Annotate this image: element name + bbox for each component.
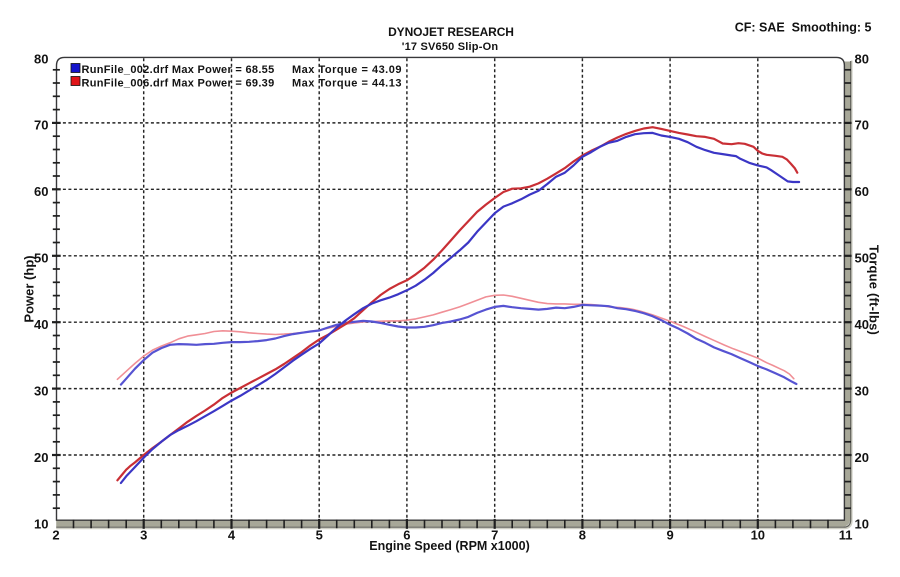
- svg-text:70: 70: [34, 118, 48, 133]
- svg-text:10: 10: [34, 516, 48, 531]
- svg-text:20: 20: [855, 450, 869, 465]
- svg-text:Max Torque = 43.09: Max Torque = 43.09: [292, 64, 402, 76]
- svg-text:CF: SAE Smoothing: 5: CF: SAE Smoothing: 5: [735, 21, 872, 35]
- svg-text:8: 8: [579, 528, 586, 543]
- svg-text:3: 3: [140, 528, 147, 543]
- svg-text:4: 4: [228, 528, 236, 543]
- svg-text:20: 20: [34, 450, 48, 465]
- svg-text:70: 70: [855, 118, 869, 133]
- svg-text:9: 9: [666, 528, 673, 543]
- svg-text:60: 60: [855, 184, 869, 199]
- svg-text:50: 50: [34, 251, 48, 266]
- svg-text:Max Torque = 44.13: Max Torque = 44.13: [292, 78, 402, 90]
- svg-text:30: 30: [855, 383, 869, 398]
- svg-text:2: 2: [52, 528, 59, 543]
- svg-text:80: 80: [855, 51, 869, 66]
- svg-text:30: 30: [34, 383, 48, 398]
- svg-text:80: 80: [34, 51, 48, 66]
- svg-text:10: 10: [855, 516, 869, 531]
- svg-text:7: 7: [491, 528, 498, 543]
- svg-text:DYNOJET RESEARCH: DYNOJET RESEARCH: [388, 25, 514, 39]
- svg-text:Power (hp): Power (hp): [22, 255, 37, 322]
- svg-text:Torque (ft-lbs): Torque (ft-lbs): [866, 245, 881, 335]
- svg-text:60: 60: [34, 184, 48, 199]
- svg-text:5: 5: [316, 528, 323, 543]
- svg-text:40: 40: [855, 317, 869, 332]
- svg-text:RunFile_002.drf Max Power = 68: RunFile_002.drf Max Power = 68.55: [82, 64, 275, 76]
- svg-text:11: 11: [839, 528, 853, 543]
- svg-text:Engine Speed (RPM x1000): Engine Speed (RPM x1000): [369, 539, 529, 553]
- svg-text:50: 50: [855, 251, 869, 266]
- svg-text:6: 6: [403, 528, 410, 543]
- svg-text:40: 40: [34, 317, 48, 332]
- svg-text:10: 10: [751, 528, 765, 543]
- svg-text:RunFile_006.drf Max Power = 69: RunFile_006.drf Max Power = 69.39: [82, 78, 275, 90]
- svg-text:'17 SV650 Slip-On: '17 SV650 Slip-On: [402, 41, 499, 53]
